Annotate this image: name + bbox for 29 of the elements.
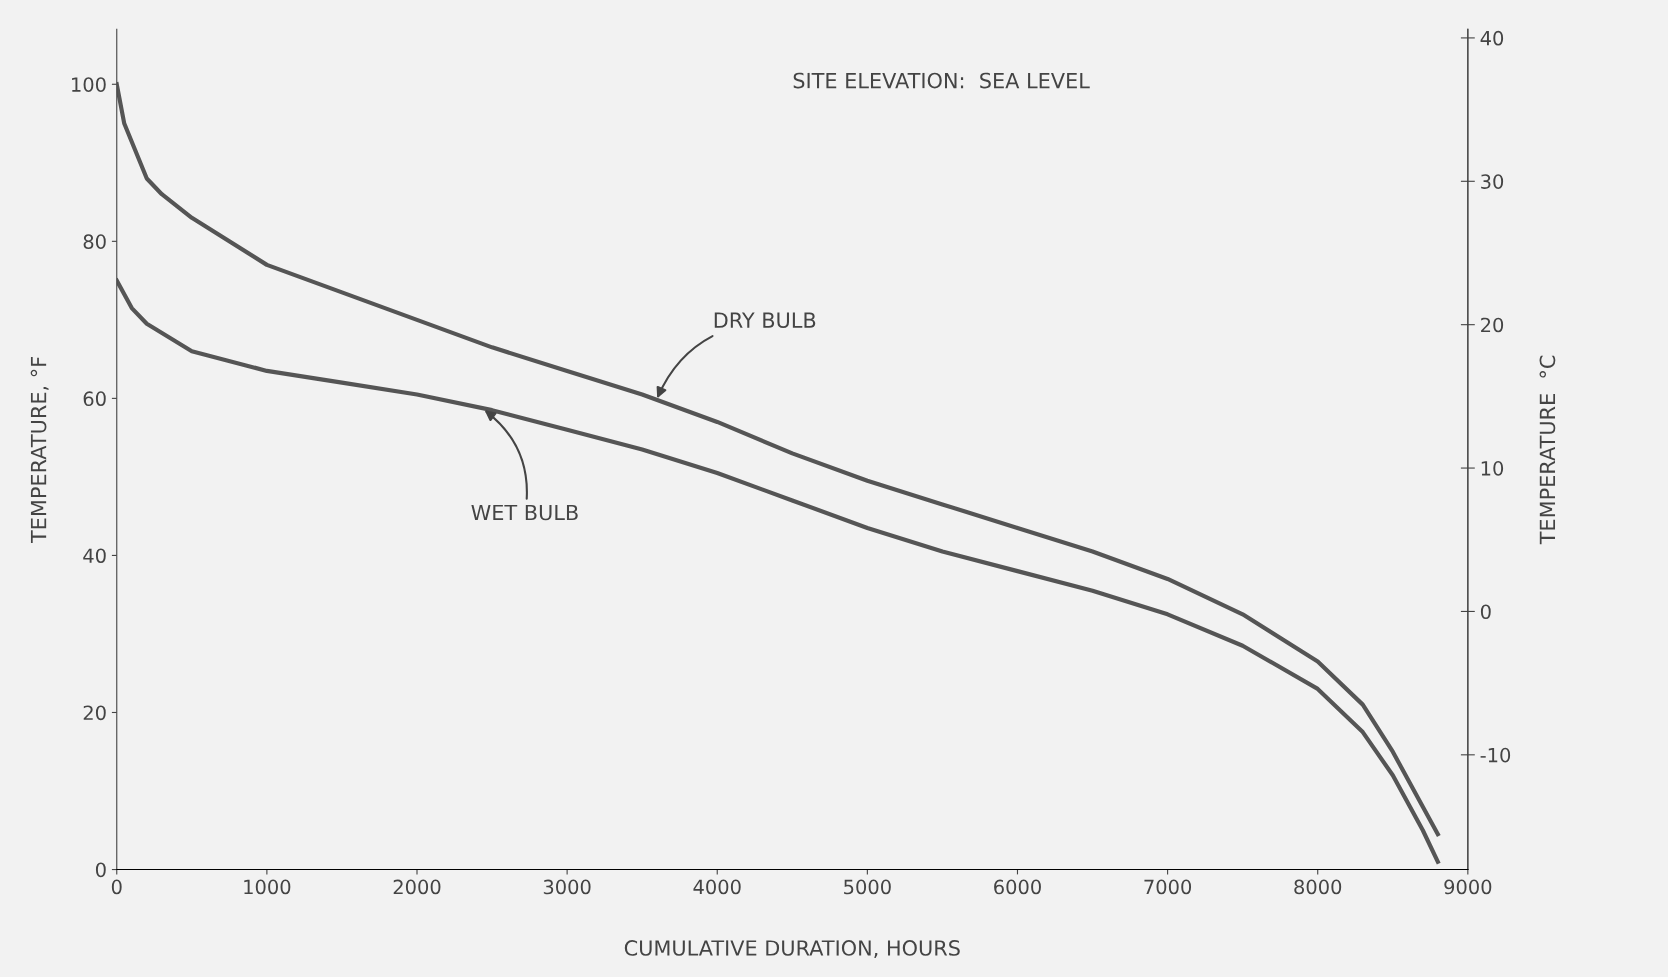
x-tick-label: 1000	[244, 879, 291, 895]
y2-axis-title: TEMPERATURE °C	[1539, 355, 1556, 545]
x-tick-label: 7000	[1144, 879, 1192, 895]
x-tick-label: 8000	[1294, 879, 1342, 895]
annotation: DRY BULB	[714, 312, 816, 329]
x-tick-label: 5000	[844, 879, 891, 895]
x-tick-label: 9000	[1444, 879, 1492, 895]
y-tick-label: 60	[83, 391, 106, 407]
x-tick-label: 6000	[994, 879, 1041, 895]
x-tick-label: 2000	[393, 879, 441, 895]
x-tick-label: 4000	[693, 879, 741, 895]
y2-tick-label: -10	[1480, 747, 1511, 763]
y-tick-label: 20	[83, 705, 106, 721]
annotation: WET BULB	[471, 504, 578, 521]
y-tick-label: 40	[83, 548, 106, 564]
y2-tick-label: 40	[1480, 30, 1504, 46]
y2-tick-label: 30	[1481, 174, 1504, 189]
y2-tick-label: 0	[1480, 604, 1491, 620]
y2-tick-label: 20	[1481, 317, 1504, 333]
x-tick-label: 3000	[543, 879, 591, 895]
annotation: SITE ELEVATION: SEA LEVEL	[793, 72, 1090, 89]
x-axis-title: CUMULATIVE DURATION, HOURS	[624, 940, 960, 958]
x-tick-label: 0	[111, 879, 122, 895]
y-tick-label: 100	[72, 77, 106, 92]
y-tick-label: 80	[83, 234, 106, 249]
y2-tick-label: 10	[1481, 461, 1504, 476]
y-tick-label: 0	[95, 862, 106, 878]
line-series	[116, 278, 1440, 864]
y-axis-title: TEMPERATURE, °F	[30, 357, 49, 544]
